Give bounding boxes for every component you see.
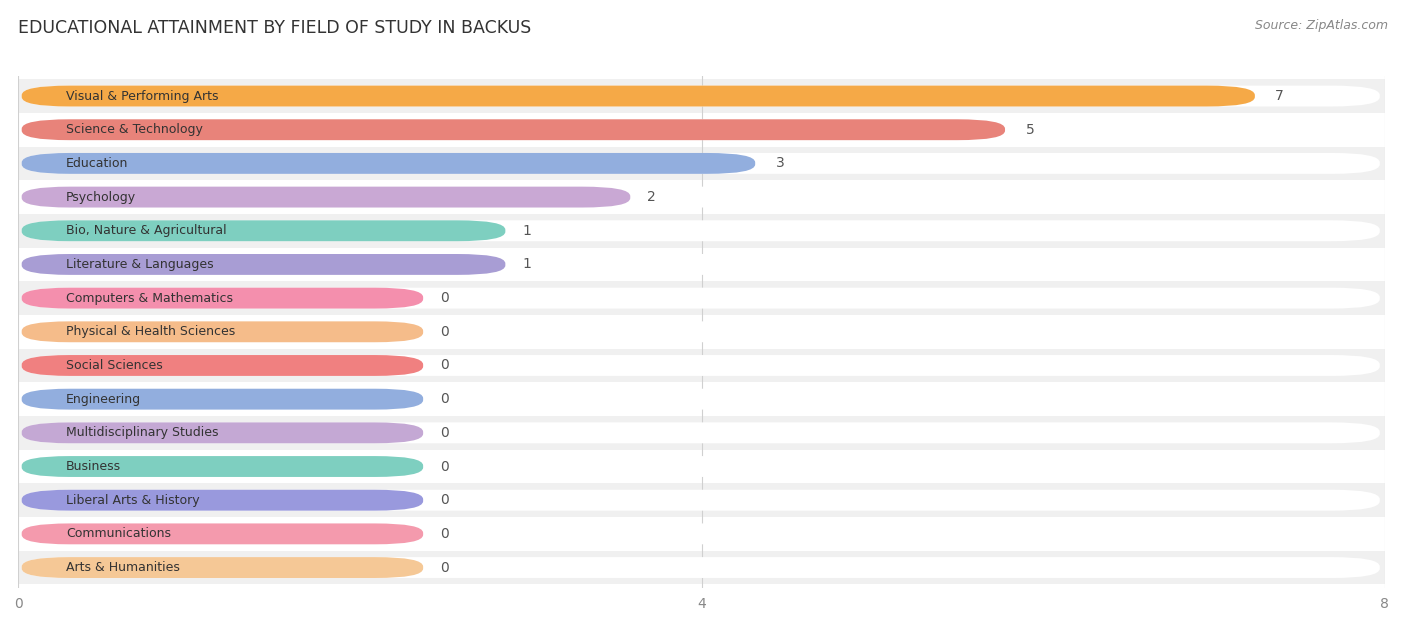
Text: Communications: Communications (66, 527, 172, 540)
Text: Physical & Health Sciences: Physical & Health Sciences (66, 325, 235, 338)
FancyBboxPatch shape (21, 254, 1379, 275)
FancyBboxPatch shape (21, 389, 423, 410)
FancyBboxPatch shape (21, 355, 1379, 376)
Text: EDUCATIONAL ATTAINMENT BY FIELD OF STUDY IN BACKUS: EDUCATIONAL ATTAINMENT BY FIELD OF STUDY… (18, 19, 531, 37)
FancyBboxPatch shape (21, 186, 1379, 207)
FancyBboxPatch shape (21, 557, 423, 578)
Text: 0: 0 (440, 392, 449, 406)
Bar (18, 315, 1385, 349)
Bar (18, 517, 1385, 550)
Text: Science & Technology: Science & Technology (66, 123, 202, 137)
FancyBboxPatch shape (21, 153, 1379, 174)
Text: 7: 7 (1275, 89, 1284, 103)
FancyBboxPatch shape (21, 490, 1379, 511)
Text: 0: 0 (440, 426, 449, 440)
FancyBboxPatch shape (21, 557, 1379, 578)
FancyBboxPatch shape (21, 153, 755, 174)
FancyBboxPatch shape (21, 523, 1379, 544)
FancyBboxPatch shape (21, 422, 1379, 443)
Bar (18, 180, 1385, 214)
Text: Psychology: Psychology (66, 191, 136, 204)
FancyBboxPatch shape (21, 186, 630, 207)
Text: 0: 0 (440, 459, 449, 473)
FancyBboxPatch shape (21, 355, 423, 376)
Text: 0: 0 (440, 291, 449, 305)
FancyBboxPatch shape (21, 422, 423, 443)
Text: Multidisciplinary Studies: Multidisciplinary Studies (66, 427, 218, 439)
Text: Literature & Languages: Literature & Languages (66, 258, 214, 271)
Text: Visual & Performing Arts: Visual & Performing Arts (66, 90, 218, 102)
Text: Liberal Arts & History: Liberal Arts & History (66, 494, 200, 507)
Text: 0: 0 (440, 325, 449, 339)
Text: Computers & Mathematics: Computers & Mathematics (66, 291, 233, 305)
Bar (18, 79, 1385, 113)
FancyBboxPatch shape (21, 490, 423, 511)
Text: 2: 2 (647, 190, 657, 204)
FancyBboxPatch shape (21, 288, 423, 308)
Text: Education: Education (66, 157, 128, 170)
FancyBboxPatch shape (21, 85, 1379, 106)
Text: 0: 0 (440, 527, 449, 541)
Text: Engineering: Engineering (66, 392, 141, 406)
FancyBboxPatch shape (21, 119, 1379, 140)
FancyBboxPatch shape (21, 119, 1005, 140)
Text: 1: 1 (523, 224, 531, 238)
Bar (18, 416, 1385, 450)
Bar (18, 550, 1385, 585)
FancyBboxPatch shape (21, 221, 1379, 241)
Bar (18, 248, 1385, 281)
Bar (18, 113, 1385, 147)
FancyBboxPatch shape (21, 288, 1379, 308)
FancyBboxPatch shape (21, 456, 1379, 477)
Bar (18, 147, 1385, 180)
Text: Social Sciences: Social Sciences (66, 359, 163, 372)
FancyBboxPatch shape (21, 523, 423, 544)
FancyBboxPatch shape (21, 456, 423, 477)
Text: 0: 0 (440, 561, 449, 574)
Text: Business: Business (66, 460, 121, 473)
Bar (18, 349, 1385, 382)
FancyBboxPatch shape (21, 389, 1379, 410)
Text: Arts & Humanities: Arts & Humanities (66, 561, 180, 574)
Text: 3: 3 (776, 156, 785, 171)
Bar (18, 281, 1385, 315)
FancyBboxPatch shape (21, 254, 505, 275)
Text: 1: 1 (523, 257, 531, 271)
Text: 5: 5 (1025, 123, 1035, 137)
Bar (18, 450, 1385, 483)
FancyBboxPatch shape (21, 85, 1256, 106)
Text: Bio, Nature & Agricultural: Bio, Nature & Agricultural (66, 224, 226, 237)
Text: 0: 0 (440, 358, 449, 372)
FancyBboxPatch shape (21, 321, 423, 343)
Bar (18, 382, 1385, 416)
FancyBboxPatch shape (21, 221, 505, 241)
Bar (18, 214, 1385, 248)
Bar (18, 483, 1385, 517)
Text: Source: ZipAtlas.com: Source: ZipAtlas.com (1254, 19, 1388, 32)
Text: 0: 0 (440, 493, 449, 507)
FancyBboxPatch shape (21, 321, 1379, 343)
